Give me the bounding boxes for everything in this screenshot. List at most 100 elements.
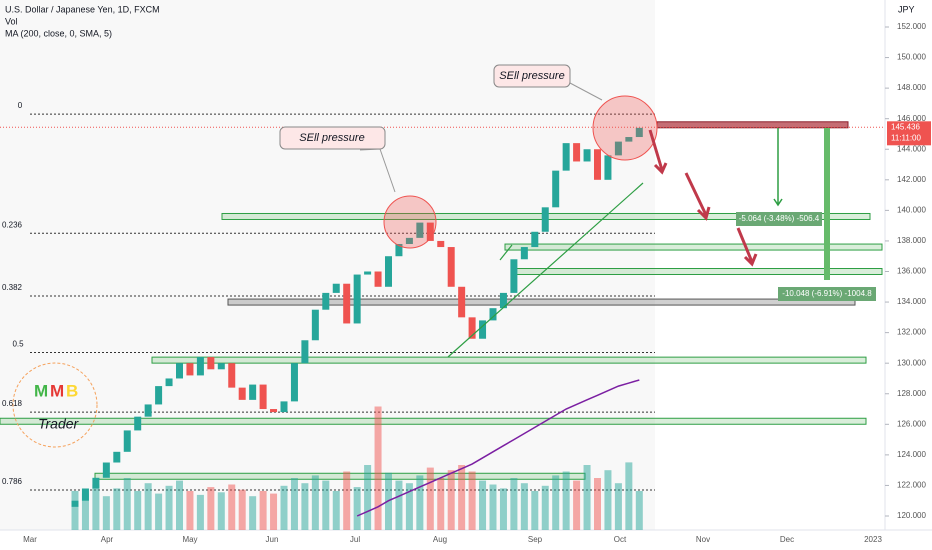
volume-bar	[625, 462, 633, 530]
candle	[573, 143, 581, 162]
y-tick-label: 152.000	[897, 22, 926, 31]
x-tick-label: 2023	[864, 535, 882, 544]
y-tick-label: 138.000	[897, 236, 926, 245]
candle	[437, 240, 445, 248]
candle	[479, 320, 487, 339]
axis-unit: JPY	[898, 4, 915, 14]
annotation: SEll pressure	[499, 70, 564, 82]
volume-bar	[144, 483, 152, 530]
measure-bar	[824, 128, 830, 280]
candle	[270, 409, 278, 413]
zone	[0, 417, 867, 425]
y-tick-label: 122.000	[897, 481, 926, 490]
x-tick-label: Apr	[101, 535, 114, 544]
x-tick-label: Sep	[528, 535, 543, 544]
measure-label: -10.048 (-6.91%) -1004.8	[782, 289, 872, 298]
candle	[510, 259, 518, 293]
arrow	[736, 227, 758, 267]
y-tick-label: 148.000	[897, 83, 926, 92]
header-ma: MA (200, close, 0, SMA, 5)	[5, 28, 112, 38]
volume-bar	[311, 475, 319, 530]
volume-bar	[573, 480, 581, 530]
candle	[635, 127, 643, 138]
y-tick-label: 120.000	[897, 511, 926, 520]
y-tick-label: 142.000	[897, 175, 926, 184]
volume-bar	[479, 480, 487, 530]
volume-bar	[102, 496, 110, 530]
volume-bar	[604, 470, 612, 530]
volume-bar	[207, 487, 215, 530]
candle	[144, 404, 152, 417]
candle	[165, 378, 173, 387]
volume-bar	[165, 485, 173, 530]
candle	[541, 207, 549, 232]
fib-label: 0.618	[2, 399, 23, 408]
y-tick-label: 140.000	[897, 205, 926, 214]
candle	[259, 384, 267, 410]
y-tick-label: 136.000	[897, 267, 926, 276]
x-tick-label: Dec	[780, 535, 794, 544]
volume-bar	[301, 483, 309, 530]
candle	[594, 149, 601, 180]
arrow	[684, 172, 711, 221]
volume-bar	[259, 491, 267, 530]
arrow	[648, 129, 668, 175]
candle	[614, 141, 622, 156]
volume-bar	[71, 491, 79, 530]
y-tick-label: 146.000	[897, 114, 926, 123]
y-tick-label: 150.000	[897, 53, 926, 62]
volume-bar	[217, 492, 225, 530]
logo-sub: Trader	[38, 416, 80, 432]
last-price-box	[887, 121, 931, 146]
candle	[353, 274, 361, 324]
measure-box	[736, 212, 822, 226]
candle	[238, 387, 246, 400]
candle	[447, 247, 455, 287]
x-tick-label: Jul	[350, 535, 360, 544]
candle	[562, 143, 570, 171]
volume-bar	[196, 494, 204, 530]
fib-label: 0.236	[2, 220, 23, 229]
volume-bar	[155, 493, 163, 530]
x-tick-label: Nov	[696, 535, 710, 544]
candle	[625, 137, 633, 142]
volume-bar	[458, 465, 466, 530]
candle	[332, 283, 340, 293]
candle	[301, 340, 309, 364]
candle	[374, 271, 382, 287]
volume-bar	[594, 478, 601, 530]
candle	[364, 271, 372, 275]
candle	[290, 363, 298, 402]
volume-bar	[468, 471, 476, 530]
candle	[583, 149, 591, 162]
candle	[311, 309, 319, 341]
candle	[228, 363, 236, 388]
candle	[322, 292, 330, 310]
volume-bar	[290, 478, 298, 530]
candle	[458, 286, 466, 318]
candle	[416, 222, 424, 238]
candle	[249, 384, 257, 400]
candle	[468, 317, 476, 339]
volume-bar	[416, 475, 424, 530]
fib-label: 0.5	[12, 340, 24, 349]
volume-bar	[176, 480, 183, 530]
callout-box	[493, 64, 571, 88]
volume-bar	[635, 491, 643, 530]
last-price: 145.436	[891, 122, 920, 131]
callout-line	[569, 82, 603, 101]
x-tick-label: Mar	[23, 535, 37, 544]
plot: 120.000 122.000 124.000 126.000 128.000 130.0…	[0, 22, 931, 544]
candle	[102, 462, 110, 478]
volume-bar	[113, 488, 121, 530]
candle	[343, 283, 351, 324]
x-tick-label: Jun	[266, 535, 279, 544]
candle	[176, 363, 183, 379]
fib-label: 0.786	[2, 477, 23, 486]
measure-arrow	[773, 128, 783, 207]
volume-bar	[374, 406, 382, 530]
candle	[531, 231, 539, 248]
volume-bar	[614, 483, 622, 530]
candle	[489, 308, 497, 321]
y-tick-label: 124.000	[897, 450, 926, 459]
